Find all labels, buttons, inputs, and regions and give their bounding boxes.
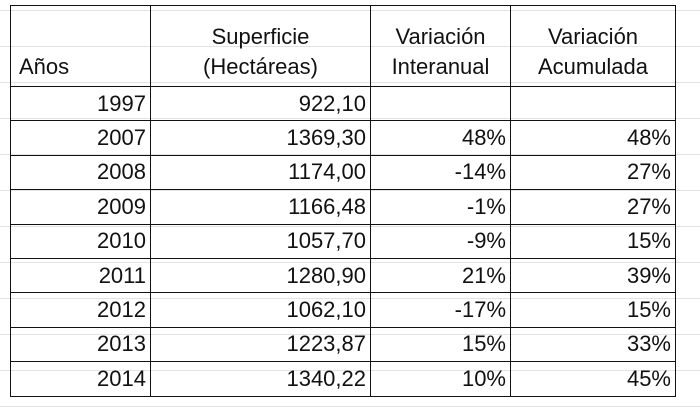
cell: 2010: [10, 223, 151, 259]
header-text: Variación: [547, 24, 639, 49]
cell: 2011: [10, 257, 151, 294]
header-text: Variación: [395, 24, 486, 49]
data-row: 2007 1369,30 48% 48%: [10, 120, 676, 156]
cell: 27%: [510, 189, 676, 225]
cell: 1369,30: [150, 120, 371, 156]
cell: 2008: [10, 154, 151, 191]
cell: 27%: [510, 154, 676, 191]
cell: 33%: [510, 326, 676, 363]
data-row: 2014 1340,22 10% 45%: [10, 361, 676, 397]
cell: 1340,22: [150, 361, 371, 397]
header-text: Años: [19, 54, 70, 79]
cell: -17%: [370, 292, 511, 328]
header-cell: Años: [10, 5, 151, 87]
data-row: 1997 922,10: [10, 85, 676, 122]
cell: 1223,87: [150, 326, 371, 363]
cell: -1%: [370, 189, 511, 225]
cell: 21%: [370, 257, 511, 294]
cell: -14%: [370, 154, 511, 191]
cell: 45%: [510, 361, 676, 397]
cell: 48%: [370, 120, 511, 156]
cell: 2009: [10, 189, 151, 225]
data-table: Años Superficie (Hectáreas) Variación Intera…: [10, 5, 676, 397]
header-text: Interanual: [391, 54, 490, 79]
cell: 15%: [510, 223, 676, 259]
table-body: Años Superficie (Hectáreas) Variación Intera…: [10, 5, 676, 397]
cell: 1166,48: [150, 189, 371, 225]
cell: 2007: [10, 120, 151, 156]
data-row: 2011 1280,90 21% 39%: [10, 257, 676, 294]
header-text: Acumulada: [537, 54, 649, 79]
cell: 48%: [510, 120, 676, 156]
cell: 1062,10: [150, 292, 371, 328]
cell: 1280,90: [150, 257, 371, 294]
data-row: 2010 1057,70 -9% 15%: [10, 223, 676, 259]
cell: 1997: [10, 85, 151, 122]
header-row: Años Superficie (Hectáreas) Variación Intera…: [10, 5, 676, 87]
cell: 15%: [510, 292, 676, 328]
cell: 39%: [510, 257, 676, 294]
header-cell: Variación Acumulada: [510, 5, 676, 87]
header-text: (Hectáreas): [203, 54, 318, 79]
header-cell: Variación Interanual: [370, 5, 511, 87]
header-cell: Superficie (Hectáreas): [150, 5, 371, 87]
cell: 2014: [10, 361, 151, 397]
data-row: 2013 1223,87 15% 33%: [10, 326, 676, 363]
cell: 2012: [10, 292, 151, 328]
cell: [510, 85, 676, 122]
data-row: 2008 1174,00 -14% 27%: [10, 154, 676, 191]
header-text: Superficie: [211, 24, 310, 49]
cell: 10%: [370, 361, 511, 397]
data-row: 2012 1062,10 -17% 15%: [10, 292, 676, 328]
cell: [370, 85, 511, 122]
cell: 15%: [370, 326, 511, 363]
cell: 922,10: [150, 85, 371, 122]
cell: 1174,00: [150, 154, 371, 191]
cell: 1057,70: [150, 223, 371, 259]
data-row: 2009 1166,48 -1% 27%: [10, 189, 676, 225]
cell: -9%: [370, 223, 511, 259]
cell: 2013: [10, 326, 151, 363]
